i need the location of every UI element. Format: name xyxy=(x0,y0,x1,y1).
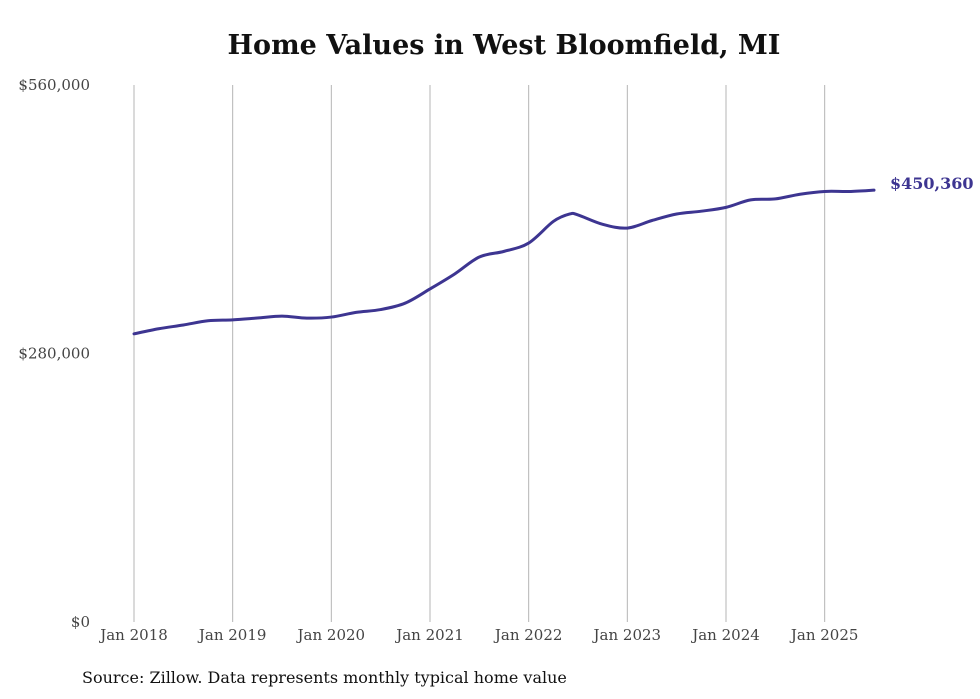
x-axis: Jan 2018 Jan 2019 Jan 2020 Jan 2021 Jan 2022… xyxy=(98,626,858,644)
x-tick-label: Jan 2021 xyxy=(394,626,464,644)
y-axis: $0 $280,000 $560,000 xyxy=(18,76,90,631)
end-value-label: $450,360 xyxy=(890,174,974,193)
y-tick-label: $280,000 xyxy=(18,345,90,363)
x-tick-label: Jan 2019 xyxy=(197,626,267,644)
chart-title: Home Values in West Bloomfield, MI xyxy=(227,30,781,61)
gridlines xyxy=(133,85,826,622)
x-tick-label: Jan 2020 xyxy=(296,626,366,644)
x-tick-label: Jan 2018 xyxy=(98,626,168,644)
series-line xyxy=(132,188,876,336)
x-tick-label: Jan 2022 xyxy=(493,626,563,644)
x-tick-label: Jan 2024 xyxy=(690,626,760,644)
x-tick-label: Jan 2025 xyxy=(789,626,859,644)
x-tick-label: Jan 2023 xyxy=(592,626,662,644)
source-note: Source: Zillow. Data represents monthly … xyxy=(82,668,567,687)
y-tick-label: $560,000 xyxy=(18,76,90,94)
series-group: $450,360 xyxy=(132,174,974,336)
y-tick-label: $0 xyxy=(71,613,90,631)
